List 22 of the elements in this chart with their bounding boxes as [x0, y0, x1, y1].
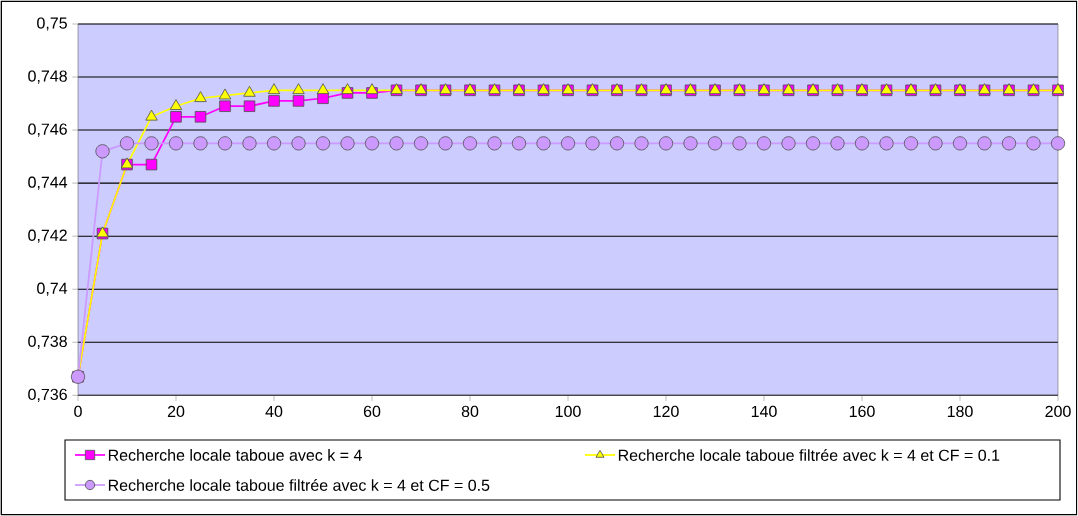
x-tick-label: 200	[1045, 405, 1071, 418]
x-tick-label: 120	[653, 405, 679, 418]
y-tick-label: 0,75	[37, 17, 67, 31]
x-tick-label: 0	[74, 405, 82, 418]
legend-label: Recherche locale taboue filtrée avec k = 4 et CF = 0.5	[108, 479, 490, 491]
x-tick-label: 20	[167, 405, 185, 418]
x-tick-label: 180	[947, 405, 973, 418]
y-tick-label: 0,744	[28, 176, 68, 190]
x-tick-label: 40	[265, 405, 283, 418]
y-tick-label: 0,74	[37, 282, 68, 296]
x-tick-label: 140	[751, 405, 777, 418]
x-tick-label: 160	[849, 405, 875, 418]
legend-label: Recherche locale taboue filtrée avec k = 4 et CF = 0.1	[618, 449, 1000, 461]
x-tick-label: 60	[363, 405, 381, 418]
y-tick-label: 0,742	[28, 229, 67, 243]
x-tick-label: 80	[461, 405, 479, 418]
y-tick-label: 0,746	[28, 123, 67, 137]
y-tick-label: 0,738	[28, 335, 67, 349]
y-tick-label: 0,736	[28, 388, 67, 402]
x-tick-label: 100	[555, 405, 581, 418]
y-tick-label: 0,748	[28, 70, 67, 84]
legend-label: Recherche locale taboue avec k = 4	[108, 449, 362, 461]
